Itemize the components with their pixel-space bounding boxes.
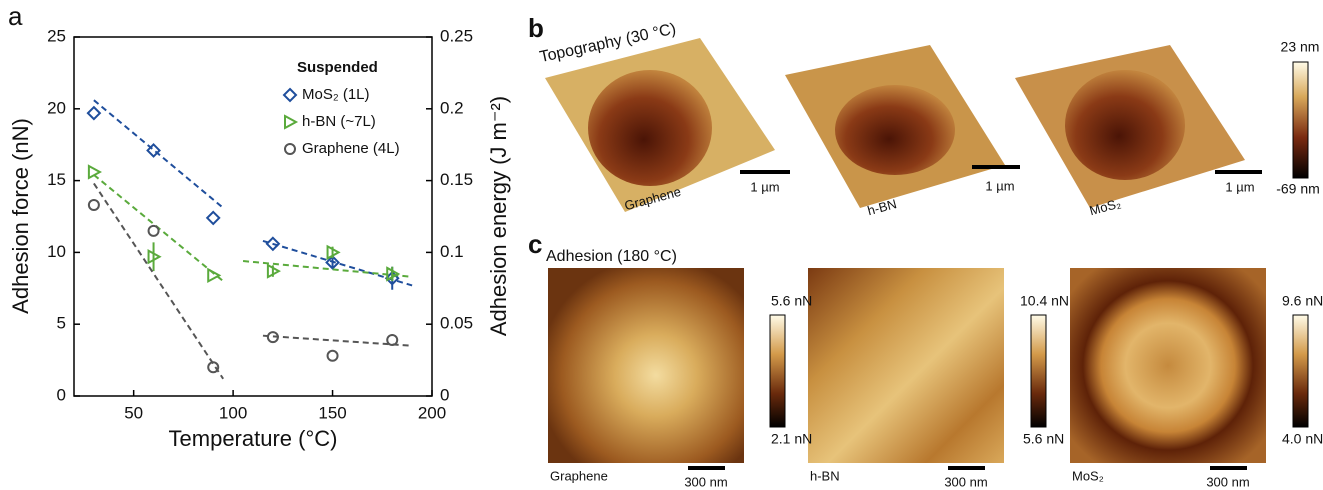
legend-marker: [285, 144, 295, 154]
colorbar: [1293, 62, 1308, 178]
scale-label: 1 µm: [1225, 179, 1254, 194]
y-axis-label: Adhesion force (nN): [8, 118, 33, 314]
y2-tick-label: 0.05: [440, 314, 473, 333]
scale-label: 300 nm: [944, 474, 987, 489]
panel-label: a: [8, 1, 23, 31]
colorbar-min: 4.0 nN: [1282, 431, 1323, 447]
fit-line: [94, 175, 412, 281]
colorbar-max: 5.6 nN: [771, 293, 812, 309]
x-tick-label: 100: [219, 403, 247, 422]
data-point: [387, 335, 397, 345]
y2-axis-label: Adhesion energy (J m⁻²): [486, 96, 511, 336]
y2-tick-label: 0.2: [440, 98, 464, 117]
sample-label: h-BN: [810, 468, 840, 483]
y2-tick-label: 0.15: [440, 170, 473, 189]
colorbar-max: 9.6 nN: [1282, 293, 1323, 309]
data-point: [89, 200, 99, 210]
data-point: [207, 212, 219, 224]
plot-frame: [74, 37, 432, 396]
y-tick-label: 10: [47, 242, 66, 261]
fit-line: [94, 183, 412, 378]
colorbar-max: 10.4 nN: [1020, 293, 1069, 309]
y-tick-label: 20: [47, 98, 66, 117]
legend-title: Suspended: [297, 59, 378, 76]
legend-marker: [284, 89, 296, 101]
adhesion-image: [808, 268, 1004, 463]
panel-b: b Topography (30 °C) 1 µm 1 µm 1 µm Grap…: [528, 13, 1320, 218]
x-axis-label: Temperature (°C): [169, 426, 338, 451]
y2-tick-label: 0.25: [440, 26, 473, 45]
crater: [1065, 70, 1185, 180]
data-point: [328, 351, 338, 361]
x-tick-label: 200: [418, 403, 446, 422]
scale-label: 1 µm: [750, 179, 779, 194]
legend-label: MoS₂ (1L): [302, 86, 370, 103]
data-point: [88, 107, 100, 119]
adhesion-image: [1070, 268, 1266, 463]
colorbar-min: 2.1 nN: [771, 431, 812, 447]
colorbar-min: -69 nm: [1276, 181, 1320, 197]
legend-label: Graphene (4L): [302, 140, 400, 157]
x-tick-label: 50: [124, 403, 143, 422]
y-tick-label: 15: [47, 170, 66, 189]
crater: [588, 70, 712, 186]
legend-marker: [285, 116, 296, 128]
colorbar: [1293, 315, 1308, 427]
y2-tick-label: 0: [440, 385, 449, 404]
panel-title: Adhesion (180 °C): [546, 248, 677, 265]
scale-label: 300 nm: [1206, 474, 1249, 489]
sample-label: Graphene: [550, 468, 608, 483]
panel-label: b: [528, 13, 544, 43]
legend-label: h-BN (~7L): [302, 113, 376, 130]
scale-label: 1 µm: [985, 178, 1014, 193]
colorbar: [1031, 315, 1046, 427]
data-point: [208, 269, 219, 281]
crater: [835, 85, 955, 175]
colorbar-min: 5.6 nN: [1023, 431, 1064, 447]
figure: b Topography (30 °C) 1 µm 1 µm 1 µm Grap…: [0, 0, 1323, 490]
adhesion-image: [548, 268, 744, 463]
sample-label: MoS₂: [1072, 468, 1104, 483]
y-tick-label: 5: [57, 314, 66, 333]
colorbar: [770, 315, 785, 427]
panel-c: c Adhesion (180 °C) Graphene h-BN MoS₂ 3…: [528, 229, 1323, 490]
y-tick-label: 0: [57, 385, 66, 404]
x-tick-label: 150: [318, 403, 346, 422]
panel-label: c: [528, 229, 542, 259]
y2-tick-label: 0.1: [440, 242, 464, 261]
colorbar-max: 23 nm: [1281, 39, 1320, 55]
scale-label: 300 nm: [684, 474, 727, 489]
y-tick-label: 25: [47, 26, 66, 45]
data-point: [149, 226, 159, 236]
